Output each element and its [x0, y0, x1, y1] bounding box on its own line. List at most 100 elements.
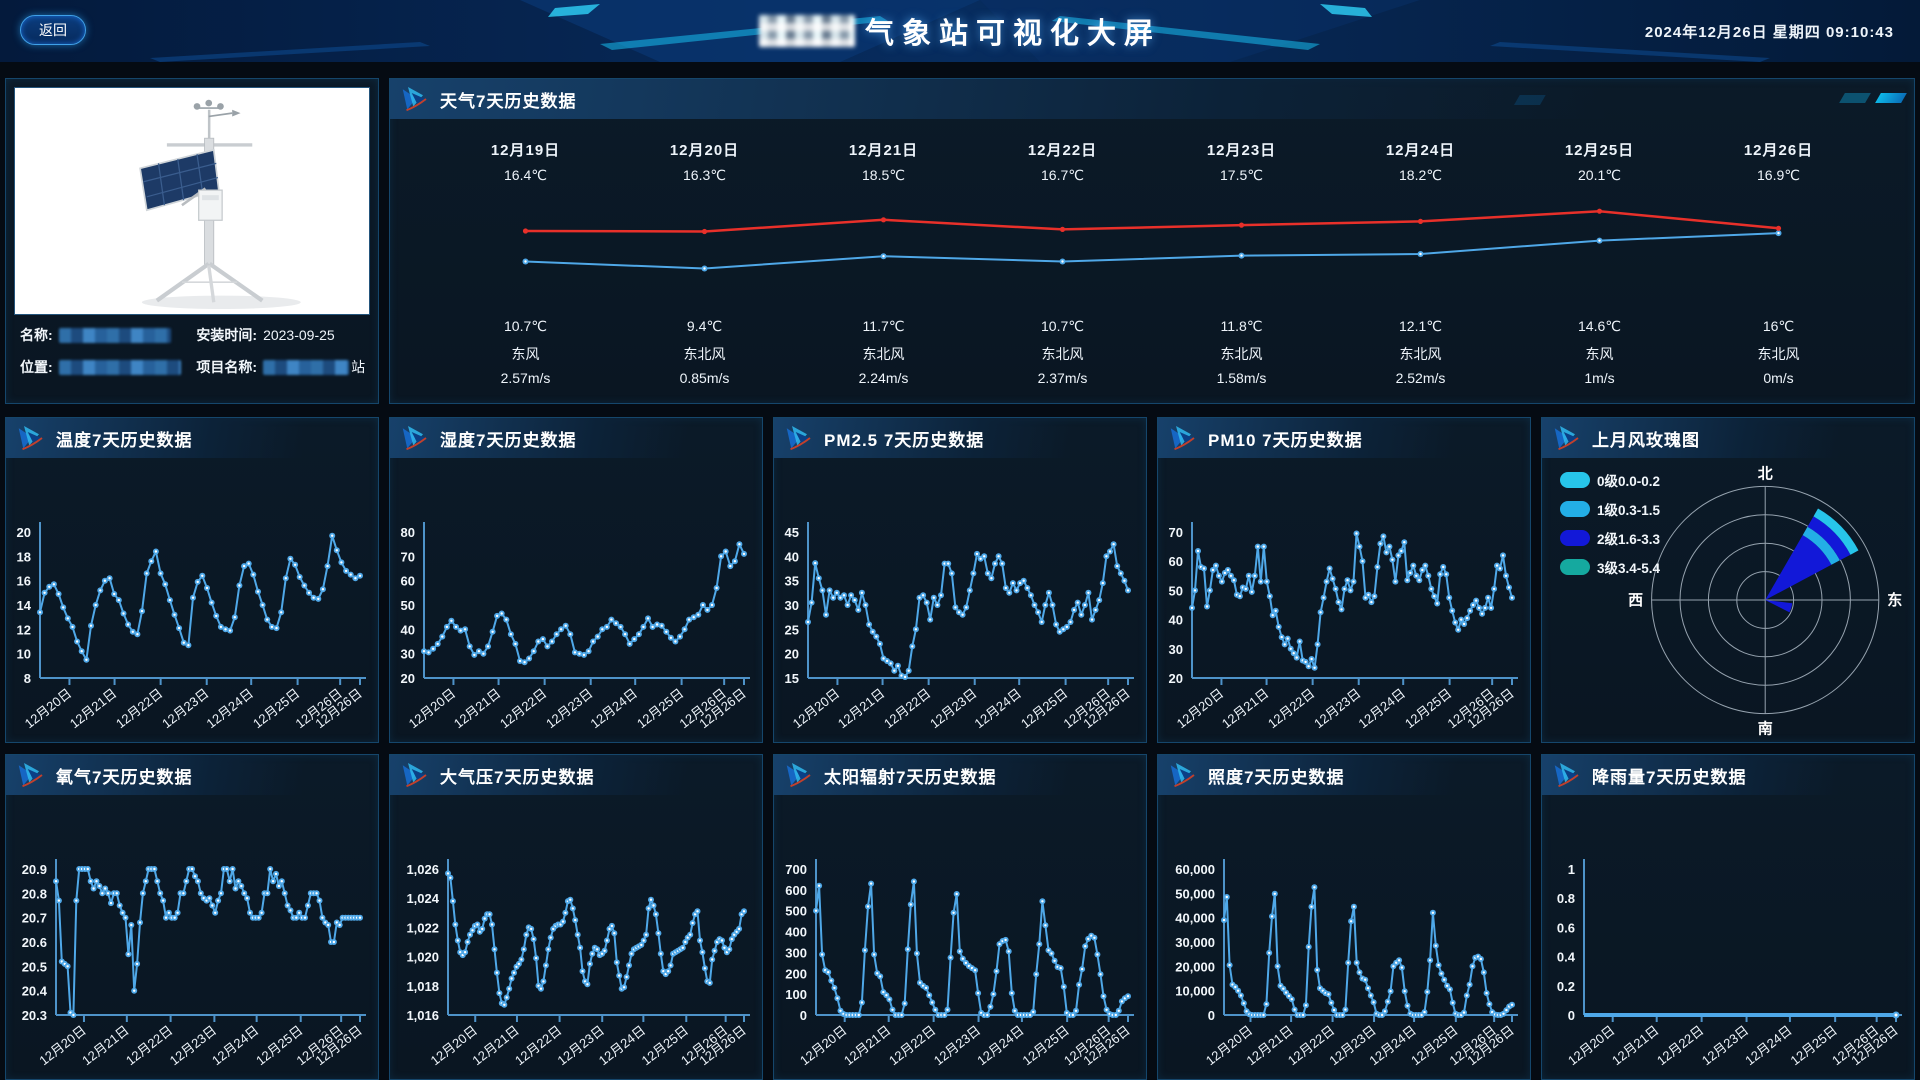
svg-text:12月25日: 12月25日: [1018, 686, 1071, 732]
weather-day-wind_dir: 东北风: [1399, 346, 1442, 362]
svg-text:25: 25: [785, 622, 799, 637]
svg-text:20: 20: [785, 647, 799, 662]
weather-high-row: 16.4℃ 16.3℃ 18.5℃ 16.7℃ 17.5℃ 18.2℃ 20.1℃ 16.9℃: [436, 167, 1868, 193]
weather-day-wind_speed: 1m/s: [1584, 370, 1615, 386]
svg-text:20.3: 20.3: [22, 1008, 47, 1023]
svg-text:12月20日: 12月20日: [790, 686, 843, 732]
legend-item-level2: 2级1.6-3.3: [1560, 528, 1660, 548]
svg-text:12月21日: 12月21日: [841, 1023, 894, 1069]
svg-text:1,024: 1,024: [406, 891, 439, 906]
legend-label-level0: 0级0.0-0.2: [1597, 474, 1661, 489]
weather-day-wind_speed: 2.52m/s: [1395, 370, 1446, 386]
panel-temperature: 温度7天历史数据 8 10 12 14 16 18 20 12月20日 12月21日 12月22日…: [5, 417, 379, 743]
station-info-panel: 名称: 安装时间: 2023-09-25 位置: 项目名称: 站: [5, 78, 379, 404]
svg-text:12月21日: 12月21日: [1609, 1023, 1662, 1069]
weather-day-wind_speed: 0m/s: [1763, 370, 1794, 386]
field-name-redacted-value: [58, 327, 171, 343]
svg-text:12月21日: 12月21日: [79, 1023, 132, 1069]
svg-text:200: 200: [785, 966, 807, 981]
back-button[interactable]: 返回: [20, 15, 86, 45]
svg-text:12月21日: 12月21日: [451, 686, 504, 732]
svg-text:35: 35: [785, 574, 799, 589]
svg-text:12月23日: 12月23日: [927, 686, 980, 732]
panel-arrow-icon: [1170, 425, 1200, 451]
svg-text:12月24日: 12月24日: [204, 686, 257, 732]
svg-text:12月20日: 12月20日: [1565, 1023, 1618, 1069]
field-project-redacted-value: [263, 359, 350, 375]
svg-text:1,016: 1,016: [406, 1008, 439, 1023]
legend-label-level3: 3级3.4-5.4: [1597, 561, 1661, 576]
svg-text:30: 30: [785, 598, 799, 613]
panel-title-pm25: PM2.5 7天历史数据: [824, 430, 985, 450]
svg-text:20.8: 20.8: [22, 886, 47, 901]
svg-text:20.7: 20.7: [22, 911, 47, 926]
svg-text:20,000: 20,000: [1175, 959, 1215, 974]
weather-day-wind_speed: 2.24m/s: [858, 370, 909, 386]
panel-title-rain: 降雨量7天历史数据: [1592, 767, 1747, 787]
field-location-redacted-value: [58, 359, 181, 375]
svg-text:0: 0: [1208, 1008, 1215, 1023]
temperature-chart-canvas: 8 10 12 14 16 18 20 12月20日 12月21日 12月22日 12月23日 12月…: [6, 458, 378, 742]
svg-text:12月22日: 12月22日: [497, 686, 550, 732]
panel-arrow-icon: [1554, 762, 1584, 788]
top-header: 返回 气象站可视化大屏 2024年12月26日 星期四 09:10:43: [0, 0, 1920, 62]
weather-day-low: 16℃: [1762, 318, 1795, 334]
panel-title-pm10: PM10 7天历史数据: [1208, 430, 1363, 450]
svg-text:30: 30: [401, 647, 415, 662]
panel-arrow-icon: [402, 86, 432, 112]
legend-label-level1: 1级0.3-1.5: [1597, 503, 1661, 518]
panel-pm10: PM10 7天历史数据 20 30 40 50 60 70 12月20日 12月21日 12月2…: [1157, 417, 1531, 743]
panel-lux: 照度7天历史数据 0 10,000 20,000 30,000 40,000 50,000…: [1157, 754, 1531, 1080]
svg-text:30,000: 30,000: [1175, 935, 1215, 950]
title-redacted-prefix: [758, 15, 855, 47]
weather-day-low: 14.6℃: [1578, 318, 1621, 334]
windrose-canvas: 北东南 西: [1542, 458, 1914, 742]
weather-date-row: 12月19日 12月20日 12月21日 12月22日 12月23日 12月24日 12月2…: [436, 139, 1868, 167]
weather-day-high: 16.9℃: [1757, 167, 1800, 183]
weather-day-wind_speed: 2.37m/s: [1037, 370, 1088, 386]
svg-text:1,022: 1,022: [406, 920, 439, 935]
panel-arrow-icon: [18, 762, 48, 788]
svg-text:300: 300: [785, 945, 807, 960]
weather-day-date: 12月25日: [1564, 142, 1635, 159]
svg-text:12月20日: 12月20日: [22, 686, 75, 732]
svg-text:50,000: 50,000: [1175, 886, 1215, 901]
panel-humidity: 湿度7天历史数据 20 30 40 50 60 70 80 12月20日 12月21日 12月22…: [389, 417, 763, 743]
panel-title-weather: 天气7天历史数据: [440, 91, 577, 111]
svg-text:12: 12: [17, 622, 31, 637]
panel-oxygen: 氧气7天历史数据 20.3 20.4 20.5 20.6 20.7 20.8 20.9 12月…: [5, 754, 379, 1080]
weather-day-low: 12.1℃: [1399, 318, 1442, 334]
field-project-label: 项目名称:: [196, 359, 258, 375]
svg-text:0: 0: [800, 1008, 807, 1023]
legend-swatch-level1: [1560, 501, 1590, 517]
svg-text:14: 14: [17, 598, 32, 613]
panel-header: 湿度7天历史数据: [390, 418, 762, 458]
svg-text:12月23日: 12月23日: [1311, 686, 1364, 732]
field-install-time: 安装时间: 2023-09-25: [196, 325, 366, 345]
svg-text:12月20日: 12月20日: [406, 686, 459, 732]
panel-title-solar: 太阳辐射7天历史数据: [824, 767, 997, 787]
panel-arrow-icon: [402, 425, 432, 451]
field-project-suffix: 站: [351, 359, 366, 375]
weather-day-wind_dir: 东北风: [862, 346, 905, 362]
weather-day-high: 16.3℃: [683, 167, 726, 183]
header-decoration: [0, 0, 1920, 62]
pressure-chart-canvas: 1,016 1,018 1,020 1,022 1,024 1,026 12月20日 12月2…: [390, 795, 762, 1079]
header-datetime: 2024年12月26日 星期四 09:10:43: [1644, 24, 1894, 41]
svg-text:60,000: 60,000: [1175, 862, 1215, 877]
panel-solar: 太阳辐射7天历史数据 0 100 200 300 400 500 600 700 12月20日 1…: [773, 754, 1147, 1080]
panel-header: PM10 7天历史数据: [1158, 418, 1530, 458]
svg-text:20.4: 20.4: [22, 984, 48, 999]
svg-text:8: 8: [24, 671, 31, 686]
svg-text:12月22日: 12月22日: [113, 686, 166, 732]
rain-chart-canvas: 0 0.2 0.4 0.6 0.8 1 12月20日 12月21日 12月22日 12月23日 12…: [1542, 795, 1914, 1079]
panel-title-windrose: 上月风玫瑰图: [1592, 430, 1700, 450]
svg-text:1,026: 1,026: [406, 862, 439, 877]
svg-text:0.6: 0.6: [1557, 920, 1575, 935]
svg-text:12月21日: 12月21日: [835, 686, 888, 732]
panel-title-oxygen: 氧气7天历史数据: [56, 767, 193, 787]
panel-header: 上月风玫瑰图: [1542, 418, 1914, 458]
svg-text:0: 0: [1568, 1008, 1575, 1023]
panel-arrow-icon: [1170, 762, 1200, 788]
field-project: 项目名称: 站: [196, 357, 366, 377]
